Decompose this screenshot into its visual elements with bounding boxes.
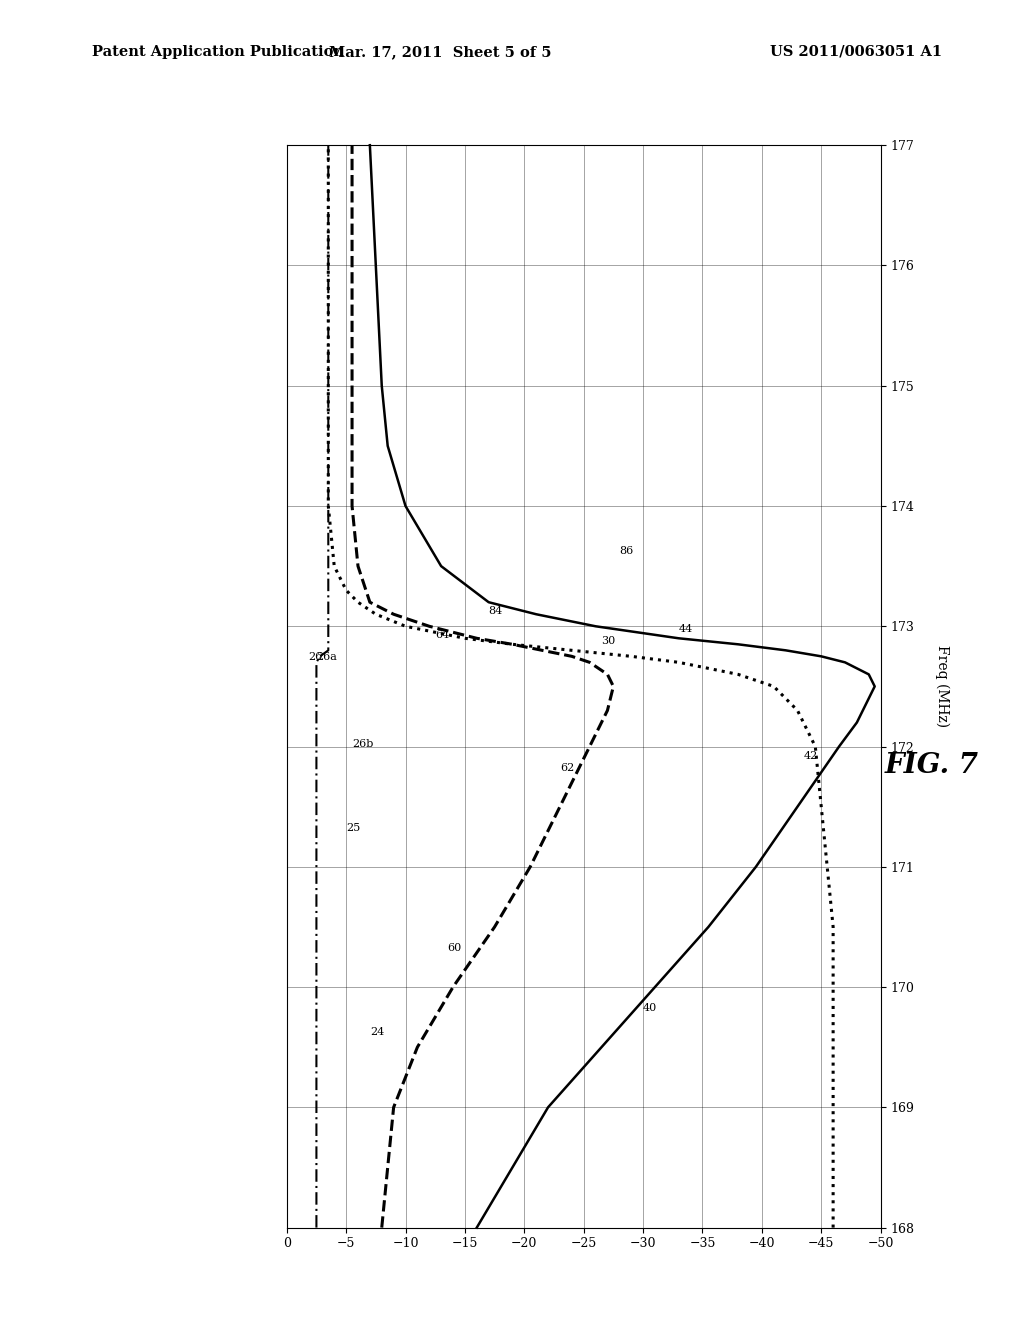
Text: 40: 40 — [643, 1003, 657, 1014]
Text: 84: 84 — [488, 606, 503, 616]
Text: 26: 26 — [308, 652, 323, 661]
Text: Patent Application Publication: Patent Application Publication — [92, 45, 344, 59]
Text: 25: 25 — [346, 822, 360, 833]
Text: 30: 30 — [601, 636, 615, 647]
Text: 64: 64 — [435, 630, 450, 640]
Y-axis label: Freq (MHz): Freq (MHz) — [935, 645, 949, 727]
Text: 60: 60 — [447, 942, 462, 953]
Text: 42: 42 — [804, 751, 818, 760]
Text: 44: 44 — [679, 624, 693, 635]
Text: FIG. 7: FIG. 7 — [885, 752, 979, 779]
Text: 24: 24 — [370, 1027, 384, 1038]
Text: 26a: 26a — [316, 652, 337, 661]
Text: Mar. 17, 2011  Sheet 5 of 5: Mar. 17, 2011 Sheet 5 of 5 — [329, 45, 552, 59]
Text: US 2011/0063051 A1: US 2011/0063051 A1 — [770, 45, 942, 59]
Text: 86: 86 — [620, 546, 634, 556]
Text: 26b: 26b — [352, 738, 374, 748]
Text: 62: 62 — [560, 763, 574, 772]
